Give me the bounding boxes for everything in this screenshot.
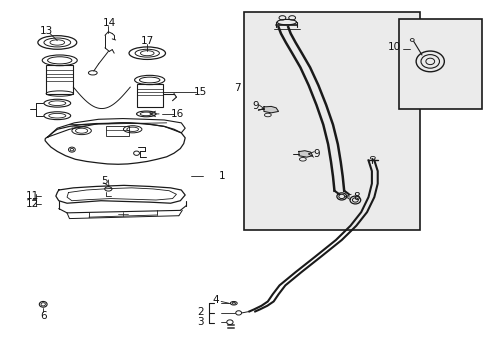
Text: 16: 16	[170, 109, 183, 119]
Polygon shape	[264, 107, 278, 113]
Text: 14: 14	[102, 18, 116, 28]
Bar	[244, 12, 419, 230]
Text: 12: 12	[26, 199, 39, 209]
Text: 7: 7	[233, 83, 240, 93]
Bar	[46, 65, 73, 94]
Text: 8: 8	[352, 192, 359, 202]
Text: 4: 4	[212, 295, 219, 305]
Text: 1: 1	[219, 171, 225, 181]
Polygon shape	[298, 151, 312, 157]
Text: 5: 5	[101, 176, 107, 186]
Bar	[398, 19, 481, 109]
Text: 6: 6	[40, 311, 46, 321]
Text: 13: 13	[40, 26, 53, 36]
Text: 2: 2	[197, 307, 203, 317]
Text: 9: 9	[251, 101, 258, 111]
Bar	[136, 84, 163, 108]
Text: 17: 17	[141, 36, 154, 46]
Text: 11: 11	[26, 191, 39, 201]
Text: 10: 10	[387, 42, 400, 52]
Text: 15: 15	[194, 87, 207, 98]
Text: 9: 9	[312, 149, 319, 159]
Text: 3: 3	[197, 317, 203, 327]
Bar	[106, 126, 129, 136]
